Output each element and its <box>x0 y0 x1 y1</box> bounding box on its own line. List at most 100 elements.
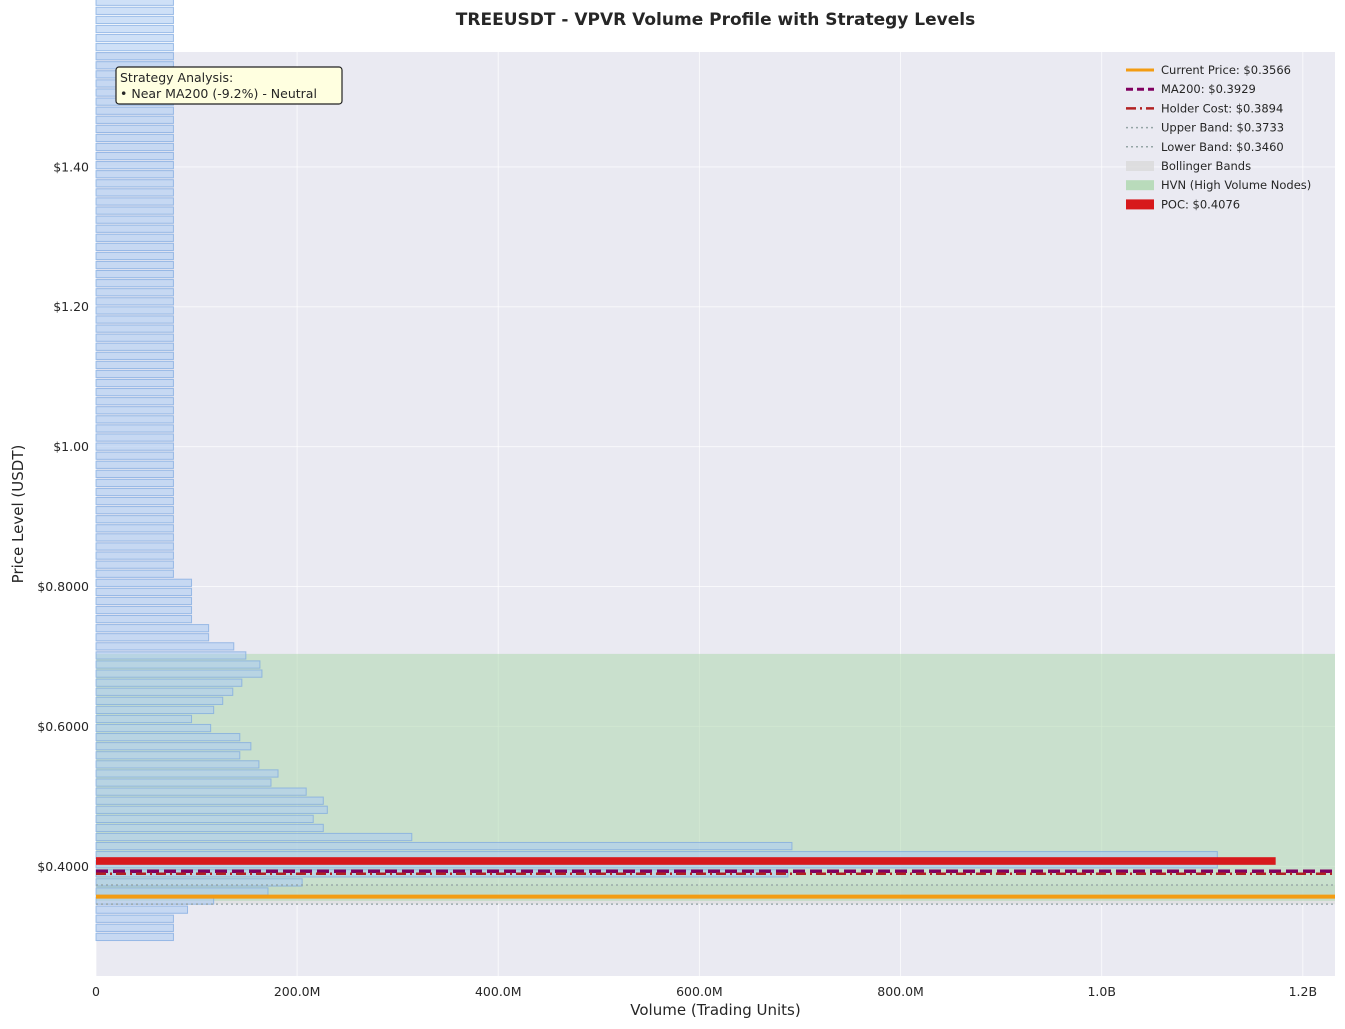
volume-bar <box>95 823 324 833</box>
legend-label: Current Price: $0.3566 <box>1161 63 1291 77</box>
volume-bar <box>95 297 174 306</box>
legend-label: Bollinger Bands <box>1161 159 1251 173</box>
volume-bar <box>95 478 174 488</box>
volume-bar <box>95 687 234 696</box>
legend-label: Lower Band: $0.3460 <box>1161 140 1284 154</box>
volume-bar <box>95 742 252 751</box>
volume-bar <box>95 324 174 333</box>
volume-bar <box>95 914 174 923</box>
volume-bar <box>95 460 174 469</box>
volume-bar <box>95 342 174 351</box>
legend-label: HVN (High Volume Nodes) <box>1161 178 1311 192</box>
volume-bar <box>95 360 174 370</box>
legend-swatch <box>1126 180 1154 191</box>
volume-bar <box>95 224 174 233</box>
volume-bar <box>95 814 314 824</box>
volume-bar <box>95 151 174 161</box>
volume-bar <box>95 188 174 197</box>
volume-bar <box>95 605 193 615</box>
level-lines <box>96 869 1335 905</box>
volume-bar <box>95 878 303 887</box>
volume-bar <box>95 269 174 279</box>
volume-bar <box>95 787 307 796</box>
volume-bar <box>95 887 269 896</box>
x-tick-label: 200.0M <box>274 984 321 999</box>
volume-bar <box>95 242 174 252</box>
volume-bar <box>95 932 174 942</box>
volume-bar <box>95 587 193 597</box>
volume-bar <box>95 905 189 914</box>
volume-bar <box>95 723 212 733</box>
volume-bar <box>95 206 174 215</box>
volume-bar <box>95 696 224 705</box>
volume-bar <box>95 533 174 542</box>
volume-bar <box>95 651 247 660</box>
y-tick-label: $0.8000 <box>37 579 89 594</box>
annotation-line-1: Strategy Analysis: <box>120 70 233 85</box>
x-tick-label: 600.0M <box>676 984 723 999</box>
x-tick-label: 800.0M <box>877 984 924 999</box>
volume-bar <box>95 515 174 524</box>
volume-bar <box>95 24 174 34</box>
volume-bar <box>95 506 174 515</box>
volume-bar <box>95 451 174 460</box>
volume-bar <box>95 251 174 261</box>
volume-bar <box>95 279 174 288</box>
y-tick-label: $0.6000 <box>37 719 89 734</box>
volume-bar <box>95 161 174 170</box>
volume-bar <box>95 678 243 687</box>
legend-label: POC: $0.4076 <box>1161 197 1240 211</box>
legend-label: Upper Band: $0.3733 <box>1161 121 1284 135</box>
legend-label: MA200: $0.3929 <box>1161 82 1256 96</box>
volume-bar <box>95 633 210 642</box>
volume-bar <box>95 614 193 624</box>
volume-bar <box>95 542 174 551</box>
volume-bar <box>95 33 174 43</box>
volume-bar <box>95 569 174 578</box>
volume-bar <box>95 0 174 6</box>
chart-title: TREEUSDT - VPVR Volume Profile with Stra… <box>456 10 975 30</box>
volume-bar <box>95 624 210 633</box>
volume-bar <box>95 106 174 115</box>
volume-bar <box>95 551 174 560</box>
volume-bar <box>95 260 174 270</box>
volume-bar <box>95 378 174 388</box>
volume-bar <box>95 415 174 424</box>
volume-bar <box>95 233 174 242</box>
volume-bar <box>95 796 324 805</box>
volume-bar <box>95 288 174 297</box>
volume-bar <box>95 397 174 406</box>
volume-bar <box>95 751 241 760</box>
volume-bar <box>95 179 174 188</box>
axis-ticks: 0 200.0M 400.0M 600.0M 800.0M 1.0B 1.2B $0.4000… <box>37 159 1317 999</box>
volume-bar <box>95 805 328 814</box>
volume-bar <box>95 52 174 61</box>
volume-bar <box>95 769 279 778</box>
legend-swatch <box>1126 161 1154 171</box>
legend-label: Holder Cost: $0.3894 <box>1161 101 1283 115</box>
y-axis-label: Price Level (USDT) <box>9 445 27 584</box>
annotation-line-2: • Near MA200 (-9.2%) - Neutral <box>120 86 317 101</box>
y-tick-label: $1.00 <box>53 439 89 454</box>
volume-bar <box>95 333 174 342</box>
x-tick-label: 0 <box>92 984 100 999</box>
volume-bar <box>95 714 193 724</box>
volume-bar <box>95 760 260 769</box>
legend: Current Price: $0.3566 MA200: $0.3929 Hold… <box>1126 63 1311 211</box>
volume-bar <box>95 487 174 497</box>
volume-bar <box>95 433 174 442</box>
volume-bar <box>95 841 793 851</box>
x-tick-label: 400.0M <box>475 984 522 999</box>
volume-bar <box>95 115 174 124</box>
volume-bar <box>95 124 174 133</box>
volume-bar <box>95 406 174 415</box>
x-tick-label: 1.2B <box>1289 984 1317 999</box>
x-tick-label: 1.0B <box>1087 984 1115 999</box>
volume-bar <box>95 469 174 478</box>
volume-bar <box>95 388 174 397</box>
volume-bar <box>95 923 174 932</box>
volume-bar <box>95 215 174 224</box>
volume-bar <box>95 524 174 533</box>
volume-bar <box>95 315 174 324</box>
